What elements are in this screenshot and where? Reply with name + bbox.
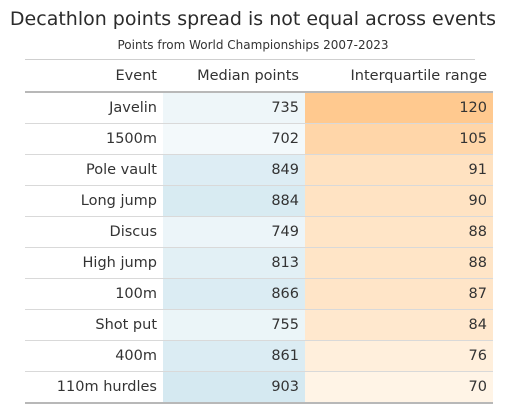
header-median-points: Median points: [197, 67, 299, 84]
interquartile-range-cell: 105: [305, 123, 493, 155]
median-points-cell: 749: [163, 216, 305, 248]
median-points-cell: 755: [163, 309, 305, 341]
median-points-cell: 884: [163, 185, 305, 217]
interquartile-range-cell: 91: [305, 154, 493, 186]
event-cell: Pole vault: [85, 162, 157, 178]
median-points-cell: 735: [163, 92, 305, 124]
top-rule: [25, 59, 475, 60]
table-row: High jump 813 88: [25, 247, 493, 279]
table-row: Pole vault 849 91: [25, 154, 493, 186]
interquartile-range-cell: 84: [305, 309, 493, 341]
event-cell: Long jump: [80, 193, 157, 209]
table-row: 1500m 702 105: [25, 123, 493, 155]
table-row: 100m 866 87: [25, 278, 493, 310]
median-points-cell: 861: [163, 340, 305, 372]
event-cell: High jump: [82, 255, 157, 271]
decathlon-table: Event Median points Interquartile range …: [25, 60, 493, 404]
median-points-cell: 903: [163, 371, 305, 403]
interquartile-range-cell: 120: [305, 92, 493, 124]
header-event: Event: [115, 67, 157, 84]
table-row: Long jump 884 90: [25, 185, 493, 217]
interquartile-range-cell: 87: [305, 278, 493, 310]
event-cell: Javelin: [109, 100, 157, 116]
event-cell: Shot put: [95, 317, 157, 333]
median-points-cell: 866: [163, 278, 305, 310]
interquartile-range-cell: 88: [305, 247, 493, 279]
event-cell: Discus: [109, 224, 157, 240]
interquartile-range-cell: 76: [305, 340, 493, 372]
interquartile-range-cell: 70: [305, 371, 493, 403]
median-points-cell: 702: [163, 123, 305, 155]
interquartile-range-cell: 88: [305, 216, 493, 248]
interquartile-range-cell: 90: [305, 185, 493, 217]
event-cell: 1500m: [105, 131, 157, 147]
median-points-cell: 813: [163, 247, 305, 279]
header-row: Event Median points Interquartile range: [25, 60, 493, 92]
table-row: 400m 861 76: [25, 340, 493, 372]
median-points-cell: 849: [163, 154, 305, 186]
header-interquartile-range: Interquartile range: [350, 67, 487, 84]
chart-subtitle: Points from World Championships 2007-202…: [117, 38, 389, 52]
table-row: Javelin 735 120: [25, 92, 493, 124]
event-cell: 110m hurdles: [56, 379, 157, 395]
table-row: Discus 749 88: [25, 216, 493, 248]
event-cell: 400m: [115, 348, 157, 364]
table-row: 110m hurdles 903 70: [25, 371, 493, 403]
event-cell: 100m: [115, 286, 157, 302]
chart-title: Decathlon points spread is not equal acr…: [9, 8, 497, 30]
table-row: Shot put 755 84: [25, 309, 493, 341]
table-body: Javelin 735 120 1500m 702 105 Pole vault 849 91 L…: [25, 92, 493, 403]
